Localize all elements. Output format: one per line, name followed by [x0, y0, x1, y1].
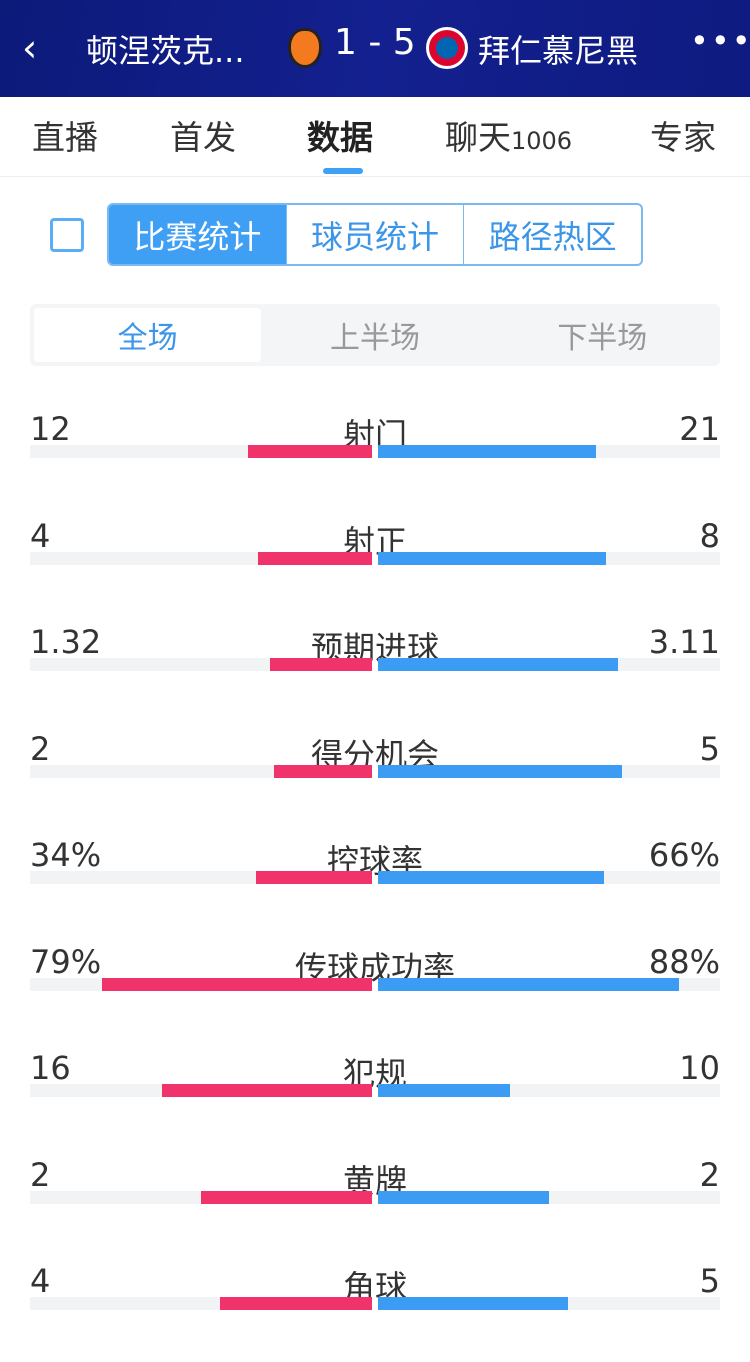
home-bar-track [30, 1297, 372, 1310]
home-bar-track [30, 1084, 372, 1097]
home-value: 12 [30, 410, 71, 448]
home-bar [274, 764, 372, 778]
period-second-half[interactable]: 下半场 [557, 321, 648, 356]
away-bar [378, 977, 679, 991]
home-bar-track [30, 445, 372, 458]
period-selector: 全场 上半场 下半场 [30, 304, 720, 366]
match-header: ‹ 顿涅茨克... 1 - 5 拜仁慕尼黑 ••• [0, 0, 750, 97]
home-bar [247, 445, 372, 458]
home-bar-track [30, 871, 372, 884]
stat-row: 4 射正 8 [30, 517, 720, 617]
segment-match-stats[interactable]: 比赛统计 [109, 205, 286, 264]
away-value: 5 [699, 1262, 720, 1300]
more-icon[interactable]: ••• [690, 22, 750, 60]
away-value: 66% [648, 836, 720, 874]
score: 1 - 5 [334, 22, 416, 63]
stat-row: 12 射门 21 [30, 410, 720, 510]
home-value: 4 [30, 516, 51, 555]
away-value: 3.11 [648, 623, 720, 661]
away-bar [378, 551, 607, 565]
home-value: 2 [30, 1155, 51, 1194]
away-value: 21 [679, 410, 720, 448]
tab-data[interactable]: 数据 [307, 118, 373, 157]
tab-lineup[interactable]: 首发 [170, 118, 236, 157]
away-bar-track [378, 1190, 720, 1204]
home-bar [161, 1084, 372, 1097]
chat-count: 1006 [511, 127, 573, 155]
home-bar [101, 977, 372, 991]
home-bar [220, 1297, 372, 1310]
segment-heatmap[interactable]: 路径热区 [463, 205, 641, 264]
stat-row: 4 角球 5 [30, 1262, 720, 1362]
bayern-logo-icon [426, 27, 468, 69]
away-bar-track [378, 551, 720, 565]
home-team-name[interactable]: 顿涅茨克... [86, 32, 245, 70]
tab-live[interactable]: 直播 [32, 118, 98, 157]
stats-type-segment: 比赛统计 球员统计 路径热区 [107, 203, 643, 266]
stat-row: 16 犯规 10 [30, 1049, 720, 1149]
home-value: 1.32 [30, 623, 102, 661]
home-bar-track [30, 551, 372, 565]
home-value: 79% [30, 942, 102, 981]
away-bar [378, 871, 604, 884]
back-icon[interactable]: ‹ [22, 26, 38, 70]
home-value: 2 [30, 729, 51, 768]
away-bar [378, 658, 619, 671]
tab-chat[interactable]: 聊天1006 [445, 111, 572, 159]
away-value: 2 [699, 1155, 720, 1194]
stat-row: 2 得分机会 5 [30, 730, 720, 830]
away-bar-track [378, 1084, 720, 1097]
home-bar [201, 1190, 372, 1204]
away-value: 88% [648, 942, 720, 981]
home-bar-track [30, 658, 372, 671]
period-full[interactable]: 全场 [34, 308, 262, 362]
stat-row: 1.32 预期进球 3.11 [30, 623, 720, 723]
away-team-name[interactable]: 拜仁慕尼黑 [478, 32, 639, 70]
away-bar-track [378, 658, 720, 671]
away-bar [378, 1084, 510, 1097]
period-first-half[interactable]: 上半场 [329, 321, 420, 356]
away-value: 10 [679, 1049, 720, 1087]
stat-row: 79% 传球成功率 88% [30, 943, 720, 1043]
tab-chat-label: 聊天 [445, 118, 511, 157]
away-bar-track [378, 445, 720, 458]
away-bar-track [378, 977, 720, 991]
active-tab-indicator [323, 168, 363, 174]
away-bar [378, 1297, 569, 1310]
away-bar-track [378, 871, 720, 884]
away-value: 8 [699, 516, 720, 555]
stat-row: 2 黄牌 2 [30, 1156, 720, 1256]
home-bar [270, 658, 372, 671]
away-bar [378, 445, 596, 458]
home-bar-track [30, 977, 372, 991]
stat-row: 34% 控球率 66% [30, 836, 720, 936]
segment-player-stats[interactable]: 球员统计 [285, 205, 464, 264]
tab-bar: 直播 首发 数据 聊天1006 专家 [0, 97, 750, 177]
tab-expert[interactable]: 专家 [650, 118, 716, 157]
shakhtar-logo-icon [288, 28, 322, 68]
home-value: 16 [30, 1049, 71, 1087]
away-bar-track [378, 764, 720, 778]
home-value: 4 [30, 1262, 51, 1300]
away-value: 5 [699, 729, 720, 768]
away-bar-track [378, 1297, 720, 1310]
home-bar-track [30, 764, 372, 778]
away-bar [378, 1190, 549, 1204]
home-value: 34% [30, 836, 102, 874]
home-bar [258, 551, 372, 565]
home-bar [255, 871, 372, 884]
home-bar-track [30, 1190, 372, 1204]
document-icon[interactable] [50, 218, 84, 252]
away-bar [378, 764, 623, 778]
